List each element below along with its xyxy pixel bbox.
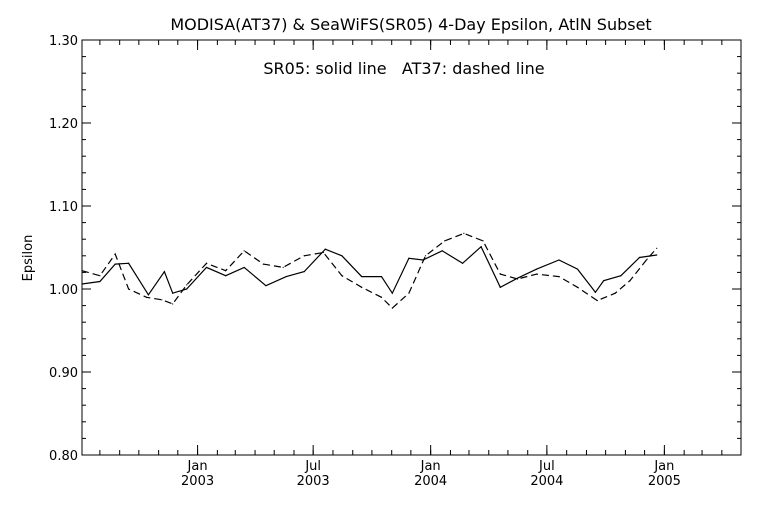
data-point-at37: [558, 275, 560, 278]
data-point-at37: [262, 263, 264, 265]
data-point-at37: [322, 251, 324, 254]
data-point-sr05: [361, 275, 363, 278]
data-point-at37: [629, 280, 631, 282]
data-point-at37: [145, 296, 148, 298]
plot-frame: [81, 39, 742, 456]
data-point-sr05: [243, 266, 245, 269]
data-point-at37: [243, 250, 245, 252]
data-point-sr05: [205, 266, 208, 269]
data-point-at37: [172, 303, 174, 305]
data-point-sr05: [499, 286, 501, 288]
data-point-at37: [205, 262, 208, 264]
data-point-at37: [282, 266, 284, 269]
data-point-sr05: [81, 283, 83, 285]
data-point-at37: [482, 240, 484, 242]
x-tick-label-month: Jul: [538, 459, 555, 474]
data-point-sr05: [285, 275, 287, 278]
x-tick-label-year: 2004: [530, 474, 563, 489]
data-point-at37: [499, 273, 501, 275]
data-point-sr05: [172, 292, 174, 294]
data-point-at37: [225, 270, 227, 272]
data-point-at37: [424, 255, 427, 257]
data-point-sr05: [265, 285, 267, 287]
y-tick-label: 1.30: [49, 34, 78, 49]
data-point-at37: [536, 273, 538, 275]
data-point-at37: [391, 307, 393, 309]
data-point-at37: [361, 286, 363, 288]
data-point-at37: [341, 275, 343, 277]
x-tick-label-month: Jan: [653, 459, 674, 474]
data-point-at37: [161, 299, 163, 301]
data-point-at37: [614, 292, 616, 294]
x-tick-label-month: Jan: [187, 459, 208, 474]
data-point-sr05: [341, 255, 343, 257]
data-point-sr05: [558, 259, 560, 261]
data-point-sr05: [128, 262, 130, 264]
data-point-sr05: [594, 291, 597, 293]
axis-ticks: 0.800.901.001.101.201.30Jan2003Jul2003Ja…: [49, 34, 742, 489]
data-point-sr05: [638, 256, 641, 259]
data-point-sr05: [147, 294, 150, 296]
y-tick-label: 1.20: [49, 117, 78, 132]
data-point-at37: [303, 255, 305, 257]
data-point-at37: [380, 296, 383, 298]
data-point-at37: [114, 253, 116, 255]
series-annotation: SR05: solid line AT37: dashed line: [263, 59, 544, 78]
x-tick-label-year: 2005: [648, 474, 681, 489]
data-point-sr05: [99, 280, 101, 283]
data-point-sr05: [391, 292, 393, 294]
data-point-at37: [646, 258, 648, 260]
x-tick-label-year: 2004: [414, 474, 447, 489]
data-point-at37: [408, 292, 410, 294]
data-point-sr05: [114, 263, 116, 265]
data-point-at37: [444, 240, 446, 242]
y-tick-label: 1.00: [49, 283, 78, 298]
series-lines: [81, 232, 658, 309]
data-point-sr05: [536, 268, 538, 270]
data-point-sr05: [620, 275, 622, 277]
data-point-sr05: [603, 280, 605, 282]
x-tick-label-month: Jul: [304, 459, 321, 474]
data-point-at37: [99, 275, 101, 277]
series-line-at37: [81, 232, 658, 309]
y-tick-label: 0.80: [49, 449, 78, 464]
y-axis-label: Epsilon: [21, 235, 36, 282]
data-point-sr05: [408, 257, 410, 259]
data-point-at37: [596, 300, 598, 302]
data-point-sr05: [441, 250, 443, 252]
data-point-at37: [516, 278, 519, 280]
x-tick-label-month: Jan: [420, 459, 441, 474]
data-point-sr05: [480, 246, 482, 248]
x-tick-label-year: 2003: [297, 474, 330, 489]
data-point-sr05: [303, 270, 305, 273]
data-point-sr05: [576, 268, 579, 270]
data-point-sr05: [163, 270, 165, 273]
series-line-sr05: [81, 245, 657, 296]
data-point-sr05: [461, 262, 464, 264]
data-point-at37: [128, 288, 130, 290]
y-tick-label: 1.10: [49, 200, 78, 215]
x-tick-label-year: 2003: [181, 474, 214, 489]
y-tick-label: 0.90: [49, 366, 78, 381]
data-point-sr05: [225, 275, 227, 277]
data-point-at37: [576, 286, 579, 288]
data-point-sr05: [380, 275, 383, 278]
data-point-at37: [656, 247, 658, 249]
data-point-sr05: [656, 254, 658, 256]
data-point-sr05: [516, 277, 519, 279]
data-point-at37: [463, 232, 465, 234]
data-point-sr05: [186, 288, 188, 290]
data-point-at37: [81, 270, 83, 272]
data-point-sr05: [324, 248, 326, 250]
chart-title: MODISA(AT37) & SeaWiFS(SR05) 4-Day Epsil…: [170, 15, 651, 34]
data-point-at37: [186, 284, 188, 286]
